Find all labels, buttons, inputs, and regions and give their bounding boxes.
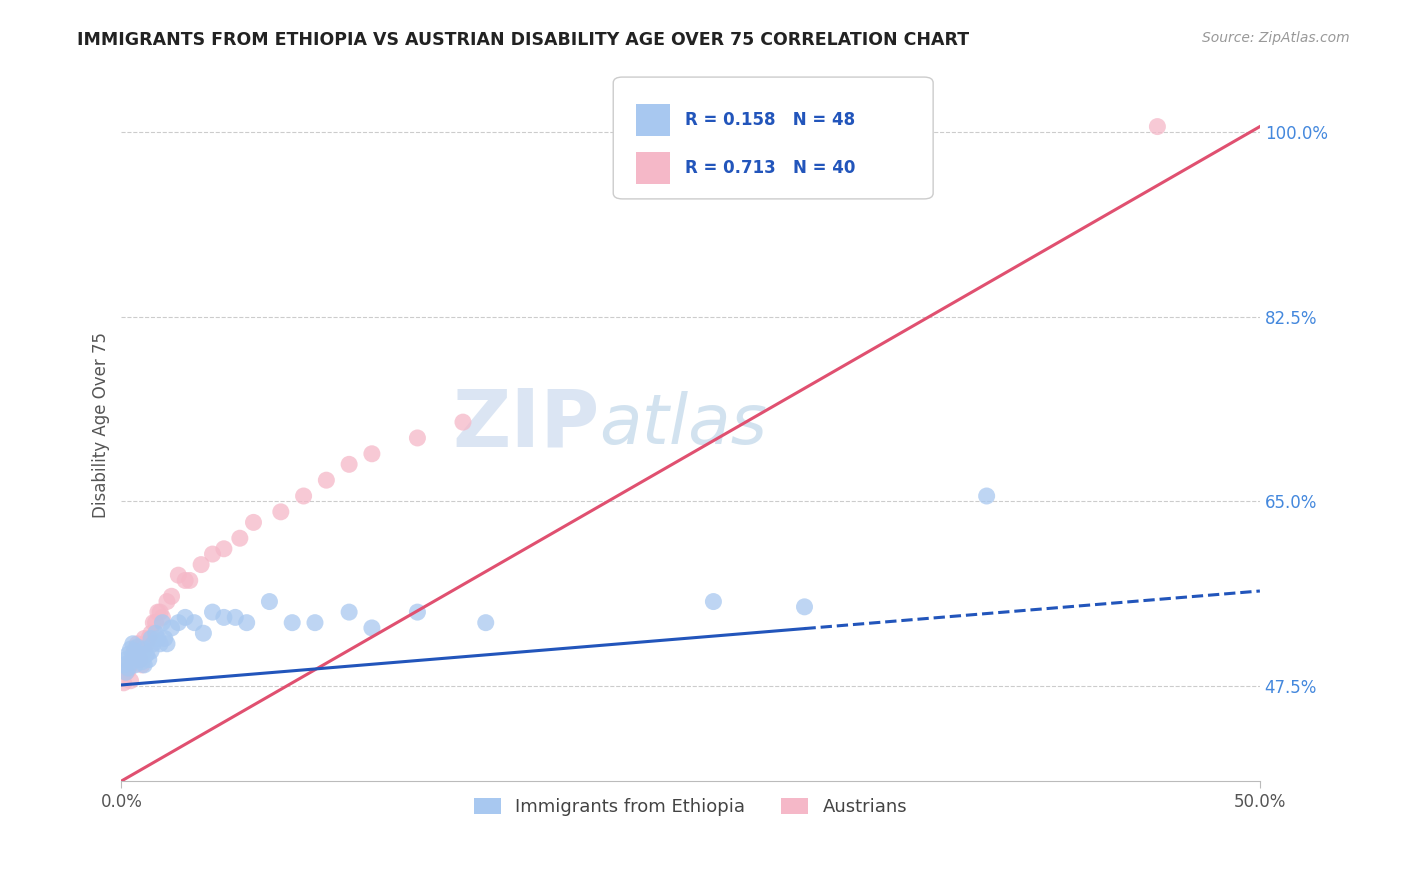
Point [115, 665, 138, 680]
Point [281, 615, 304, 630]
Point [406, 605, 429, 619]
Point [127, 648, 149, 662]
Point [292, 489, 315, 503]
Point [146, 632, 169, 646]
Point [139, 644, 162, 658]
Point [131, 657, 153, 672]
Point [134, 657, 156, 672]
Point [131, 655, 153, 669]
Text: Source: ZipAtlas.com: Source: ZipAtlas.com [1202, 31, 1350, 45]
Point [127, 640, 149, 654]
Point [131, 648, 153, 662]
Point [174, 610, 197, 624]
Point [212, 541, 235, 556]
Point [117, 657, 139, 672]
Point [152, 615, 174, 630]
Point [160, 621, 183, 635]
Text: ZIP: ZIP [453, 385, 599, 464]
Point [304, 615, 326, 630]
Point [139, 632, 162, 646]
Point [156, 594, 179, 608]
Point [138, 632, 160, 646]
Text: R = 0.713   N = 40: R = 0.713 N = 40 [685, 160, 855, 178]
Point [224, 610, 246, 624]
Point [361, 621, 384, 635]
Point [128, 652, 150, 666]
Point [153, 632, 176, 646]
FancyBboxPatch shape [613, 77, 934, 199]
Point [242, 516, 264, 530]
Text: IMMIGRANTS FROM ETHIOPIA VS AUSTRIAN DISABILITY AGE OVER 75 CORRELATION CHART: IMMIGRANTS FROM ETHIOPIA VS AUSTRIAN DIS… [77, 31, 970, 49]
Point [145, 626, 167, 640]
Point [406, 431, 429, 445]
Point [117, 661, 139, 675]
Point [115, 665, 138, 680]
Point [142, 615, 165, 630]
Point [451, 415, 474, 429]
Point [270, 505, 292, 519]
Point [139, 626, 162, 640]
Point [145, 615, 167, 630]
Point [134, 642, 156, 657]
Point [193, 626, 215, 640]
Text: R = 0.158   N = 48: R = 0.158 N = 48 [685, 111, 855, 128]
Point [121, 637, 143, 651]
Point [229, 531, 252, 545]
Point [128, 652, 150, 666]
Point [361, 447, 384, 461]
Point [112, 676, 135, 690]
Point [793, 599, 815, 614]
Point [167, 568, 190, 582]
Point [201, 605, 224, 619]
Point [120, 655, 142, 669]
Point [152, 610, 174, 624]
Point [190, 558, 212, 572]
Point [124, 642, 146, 657]
Bar [636, 153, 671, 185]
Point [112, 657, 135, 672]
Point [337, 605, 360, 619]
Point [174, 574, 197, 588]
Point [135, 648, 157, 662]
Point [127, 637, 149, 651]
Point [183, 615, 205, 630]
Point [134, 644, 156, 658]
Point [120, 642, 142, 657]
Point [121, 652, 143, 666]
Point [149, 605, 172, 619]
Point [117, 648, 139, 662]
Point [120, 673, 142, 688]
Point [134, 632, 156, 646]
Point [259, 594, 281, 608]
Point [235, 615, 257, 630]
Point [474, 615, 496, 630]
Point [1146, 120, 1168, 134]
Text: atlas: atlas [599, 392, 768, 458]
Legend: Immigrants from Ethiopia, Austrians: Immigrants from Ethiopia, Austrians [465, 789, 917, 825]
Point [142, 637, 165, 651]
Point [127, 648, 149, 662]
Point [201, 547, 224, 561]
Point [117, 663, 139, 677]
Point [337, 458, 360, 472]
Point [149, 637, 172, 651]
Point [702, 594, 724, 608]
Point [160, 589, 183, 603]
Point [124, 657, 146, 672]
Point [212, 610, 235, 624]
Point [179, 574, 201, 588]
Point [124, 644, 146, 658]
Point [315, 473, 337, 487]
Point [167, 615, 190, 630]
Point [121, 650, 143, 665]
Point [156, 637, 179, 651]
Bar [636, 103, 671, 136]
Point [138, 652, 160, 666]
Point [115, 652, 138, 666]
Point [121, 648, 143, 662]
Y-axis label: Disability Age Over 75: Disability Age Over 75 [93, 332, 110, 517]
Point [135, 637, 157, 651]
Point [976, 489, 998, 503]
Point [146, 605, 169, 619]
